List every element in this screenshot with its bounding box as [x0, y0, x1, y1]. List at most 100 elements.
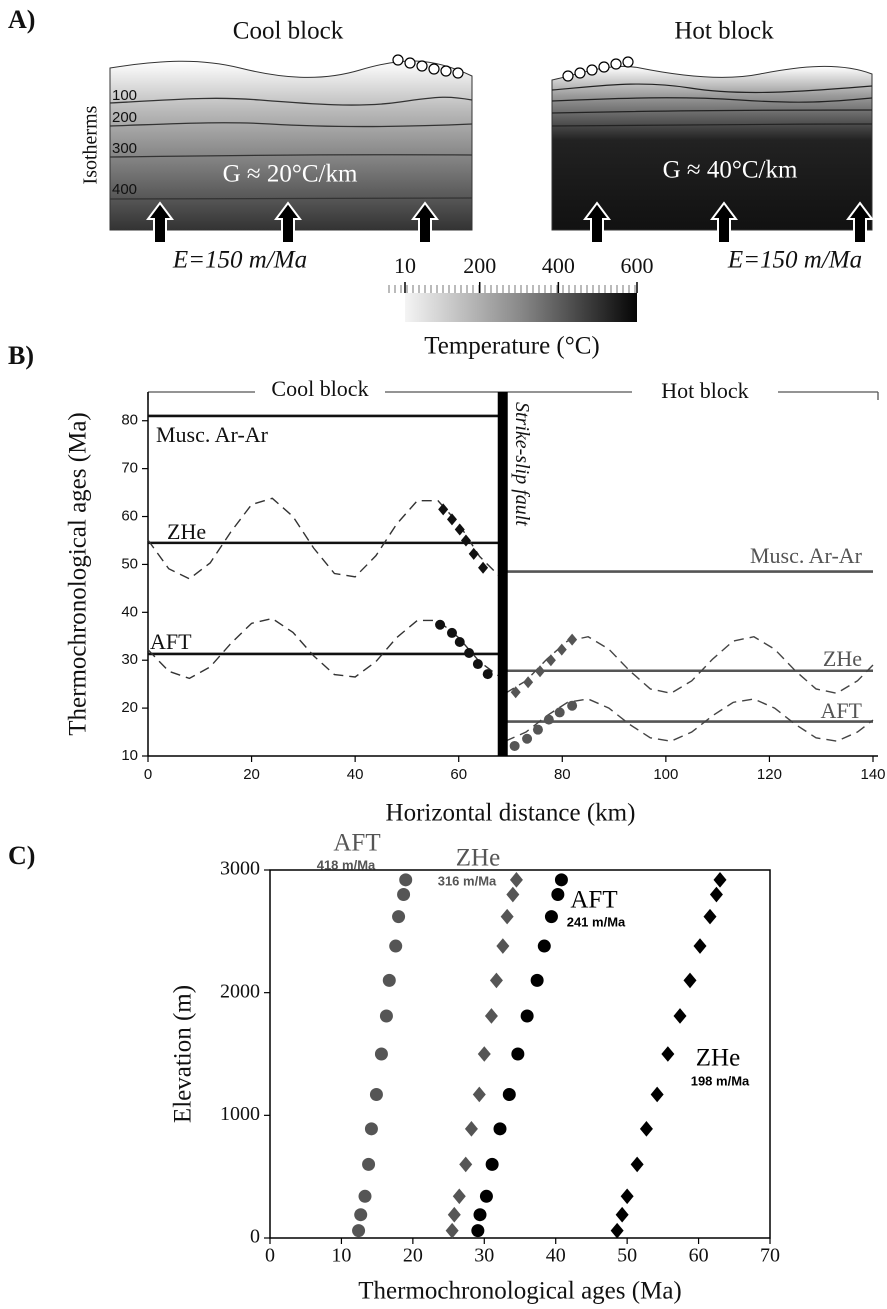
point — [354, 1208, 368, 1222]
y-tick-label: 3000 — [220, 858, 260, 880]
x-tick-label: 10 — [331, 1245, 351, 1267]
sample — [428, 63, 440, 75]
x-tick-label: 0 — [144, 766, 152, 783]
colorbar-tick-label: 10 — [394, 253, 416, 278]
isotherm-axis-label: Isotherms — [80, 105, 102, 184]
series-label: AFT — [150, 629, 192, 654]
y-tick-label: 50 — [121, 555, 138, 572]
point — [713, 872, 727, 888]
point — [530, 973, 544, 987]
series-label: ZHe — [167, 519, 206, 544]
point — [382, 973, 396, 987]
gradient-label: G ≈ 40°C/km — [663, 157, 798, 184]
panel-label: B) — [8, 341, 34, 370]
colorbar-tick-label: 200 — [463, 253, 496, 278]
block-header: Cool block — [271, 376, 368, 401]
point — [472, 659, 483, 670]
y-tick-label: 2000 — [220, 980, 260, 1002]
samples — [562, 56, 634, 82]
x-tick-label: 40 — [347, 766, 364, 783]
point — [454, 523, 465, 536]
isotherm — [551, 97, 873, 103]
cool-block — [109, 60, 473, 231]
point — [369, 1087, 383, 1101]
point — [544, 910, 558, 924]
point — [460, 534, 471, 547]
isotherms — [551, 83, 873, 127]
point — [399, 873, 413, 887]
block-title: Cool block — [233, 18, 344, 45]
model-curve — [147, 617, 501, 680]
x-tick-label: 70 — [760, 1245, 780, 1267]
point — [532, 724, 543, 735]
point — [567, 700, 578, 711]
y-axis-label: Thermochronological ages (Ma) — [65, 412, 92, 736]
y-tick-label: 0 — [250, 1226, 260, 1248]
point — [446, 513, 457, 526]
fault-label: Strike-slip fault — [511, 402, 533, 526]
point — [435, 619, 446, 630]
series-label: ZHe — [456, 845, 500, 872]
point — [392, 910, 406, 924]
isotherm-label: 300 — [112, 140, 137, 157]
fault — [497, 392, 508, 756]
series-label: AFT — [333, 830, 380, 857]
erosion-label: E=150 m/Ma — [727, 247, 862, 274]
point — [650, 1086, 664, 1103]
x-tick-label: 60 — [689, 1245, 709, 1267]
isotherm — [109, 154, 473, 158]
colorbar — [405, 293, 637, 322]
point — [509, 872, 523, 888]
sample — [622, 56, 634, 68]
point — [567, 633, 578, 646]
point — [615, 1206, 629, 1223]
model-curve — [504, 636, 874, 694]
point — [472, 1086, 486, 1103]
isotherm — [551, 83, 873, 94]
point — [478, 561, 489, 574]
x-axis-label: Horizontal distance (km) — [386, 800, 636, 827]
rate-label: 198 m/Ma — [691, 1073, 750, 1088]
erosion-label: E=150 m/Ma — [172, 247, 307, 274]
series-label: AFT — [570, 887, 617, 914]
point — [374, 1047, 388, 1061]
series-label: Musc. Ar-Ar — [750, 543, 863, 568]
point — [537, 939, 551, 953]
series-label: Musc. Ar-Ar — [156, 422, 269, 447]
point — [446, 627, 457, 638]
x-tick-label: 20 — [403, 1245, 423, 1267]
x-tick-label: 50 — [617, 1245, 637, 1267]
y-tick-label: 10 — [121, 747, 138, 764]
y-axis-label: Elevation (m) — [170, 985, 197, 1123]
x-tick-label: 0 — [265, 1245, 275, 1267]
point — [362, 1157, 376, 1171]
point — [522, 733, 533, 744]
point — [709, 886, 723, 903]
x-tick-label: 20 — [243, 766, 260, 783]
point — [683, 972, 697, 989]
point — [693, 938, 707, 954]
isotherm — [551, 123, 873, 127]
point — [630, 1156, 644, 1173]
series-label: ZHe — [823, 646, 862, 671]
sample — [610, 58, 622, 70]
isotherm — [109, 96, 473, 106]
block-title: Hot block — [674, 18, 774, 45]
y-tick-label: 30 — [121, 651, 138, 668]
point — [459, 1156, 473, 1173]
point — [511, 1047, 525, 1061]
model-curve — [505, 698, 874, 742]
point — [639, 1121, 653, 1137]
point — [454, 637, 465, 648]
isotherm — [551, 109, 873, 114]
point — [543, 714, 554, 725]
panel-label: C) — [8, 841, 35, 870]
x-tick-label: 140 — [860, 766, 885, 783]
point — [556, 643, 567, 656]
point — [661, 1046, 675, 1062]
point — [523, 676, 534, 689]
point — [364, 1122, 378, 1136]
point — [509, 740, 520, 751]
point — [473, 1208, 487, 1222]
